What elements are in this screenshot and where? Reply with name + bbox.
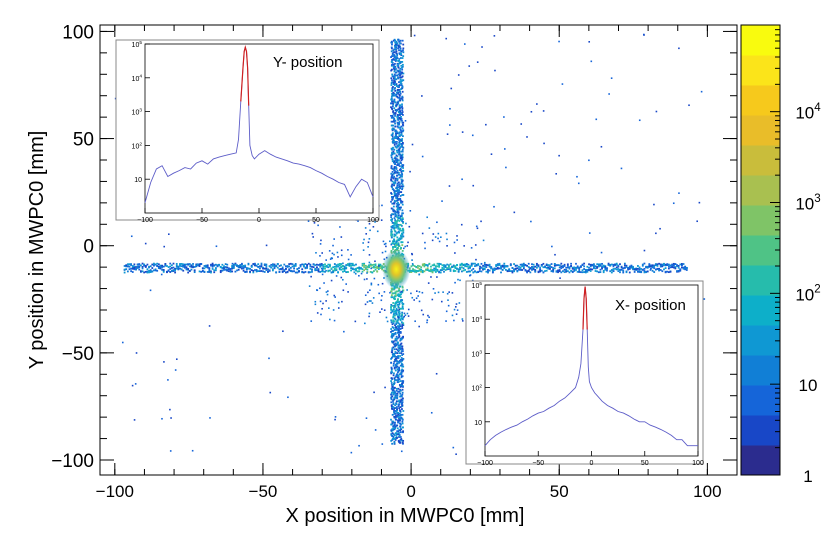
inset-peak-fit [240,45,250,106]
y-tick-label: 50 [73,130,94,151]
x-tick-label: 50 [550,482,569,501]
colorbar-tick-label: 104 [795,102,821,123]
inset-y-position: Y- position −100 −50 0 50 100 10 102 103 104 105 [115,39,380,224]
inset-y-tick-label: 102 [132,141,143,150]
inset-x-tick-label: 0 [590,460,594,467]
colorbar-tick-label: 1 [803,467,812,486]
x-tick-label: −50 [249,482,278,501]
heatmap-layer [114,33,706,462]
inset-x-tick-label: 0 [257,217,261,224]
x-tick-label: 0 [406,482,415,501]
inset-x-tick-label: 100 [692,460,704,467]
inset-x-tick-label: 100 [367,217,379,224]
inset-y-tick-label: 105 [472,281,483,290]
inset-title: Y- position [273,54,343,71]
inset-x-tick-label: −100 [137,217,153,224]
inset-title: X- position [615,297,686,314]
y-tick-label: −50 [62,344,94,365]
x-tick-label: −100 [96,482,134,501]
inset-y-tick-label: 10 [134,177,142,184]
x-axis-title: X position in MWPC0 [mm] [286,505,525,527]
inset-peak-fit [582,286,588,330]
colorbar-tick-label: 102 [795,284,820,305]
y-axis-title: Y position in MWPC0 [mm] [26,131,48,370]
y-tick-label: 0 [83,237,94,258]
colorbar-tick-label: 103 [795,193,820,214]
inset-y-tick-label: 104 [132,74,143,83]
inset-x-tick-label: 50 [312,217,320,224]
inset-x-tick-label: −100 [477,460,493,467]
inset-y-tick-label: 104 [472,315,483,324]
inset-x-tick-label: 50 [641,460,649,467]
inset-y-tick-label: 102 [472,383,483,392]
inset-y-tick-label: 103 [132,107,143,116]
inset-x-tick-label: −50 [532,460,544,467]
x-tick-label: 100 [693,482,721,501]
inset-x-position: X- position −100 −50 0 50 100 10 102 103 104 105 [465,280,704,467]
inset-y-tick-label: 10 [474,420,482,427]
y-tick-label: −100 [51,451,94,472]
inset-y-tick-label: 103 [472,349,483,358]
colorbar-tick-label: 10 [799,376,818,395]
color-scale-bar: 1 10 102 103 104 [740,24,821,486]
y-tick-label: 100 [62,22,94,43]
inset-y-tick-label: 105 [132,40,143,49]
inset-x-tick-label: −50 [196,217,208,224]
